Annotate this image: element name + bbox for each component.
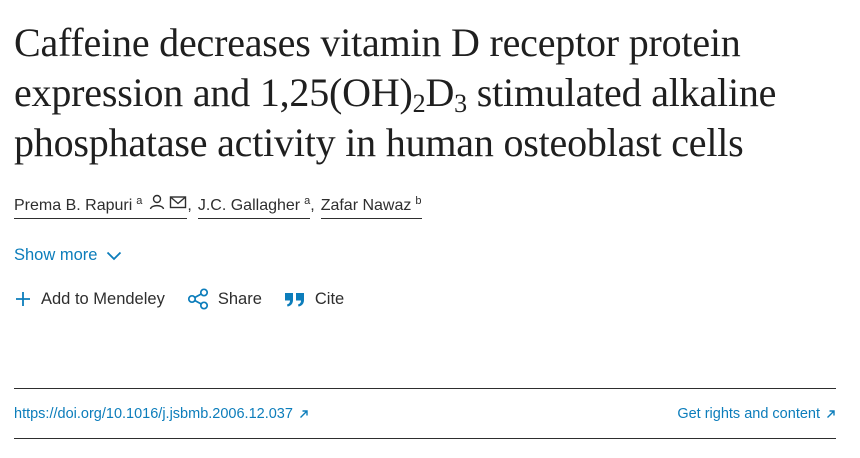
doi-link-label: https://doi.org/10.1016/j.jsbmb.2006.12.… [14, 405, 293, 422]
author-name: J.C. Gallagher [197, 197, 301, 214]
external-link-icon [299, 409, 308, 418]
add-to-mendeley-label: Add to Mendeley [41, 289, 165, 308]
cite-label: Cite [314, 289, 345, 308]
external-link-icon [827, 409, 835, 418]
author-list: Prema B. Rapuri a , J.C. Gallagher a , Z… [14, 194, 836, 219]
show-more-button[interactable]: Show more [14, 246, 122, 265]
title-text-part1: Caffeine decreases vitamin D receptor pr… [14, 20, 741, 115]
cite-button[interactable]: Cite [284, 290, 344, 309]
rights-and-content-label: Get rights and content [677, 405, 820, 422]
article-title: Caffeine decreases vitamin D receptor pr… [14, 18, 836, 168]
mail-icon [170, 196, 187, 209]
author-separator: , [187, 197, 192, 214]
title-subscript-1: 2 [412, 89, 426, 118]
author-link[interactable]: Zafar Nawaz b [320, 195, 422, 219]
person-icon [150, 194, 165, 210]
article-links-bar: https://doi.org/10.1016/j.jsbmb.2006.12.… [14, 388, 836, 439]
article-actions: Add to Mendeley Share Cite [14, 288, 836, 310]
author-link[interactable]: Prema B. Rapuri a [14, 194, 188, 219]
add-to-mendeley-button[interactable]: Add to Mendeley [14, 290, 165, 309]
author-name: Prema B. Rapuri [14, 197, 133, 214]
author-link[interactable]: J.C. Gallagher a [197, 195, 311, 219]
plus-icon [16, 292, 30, 306]
share-icon [187, 288, 208, 310]
title-text-part2: D [425, 70, 455, 115]
chevron-down-icon [107, 251, 122, 260]
author-separator: , [310, 197, 315, 214]
show-more-label: Show more [14, 246, 98, 264]
rights-and-content-link[interactable]: Get rights and content [677, 406, 836, 422]
title-subscript-2: 3 [454, 89, 467, 118]
article-header: Caffeine decreases vitamin D receptor pr… [14, 18, 836, 310]
title-text-part3: stimulated alkaline phosphatase activity… [14, 70, 777, 165]
share-label: Share [217, 289, 262, 308]
share-button[interactable]: Share [187, 288, 262, 310]
author-name: Zafar Nawaz [320, 197, 412, 214]
quote-icon [284, 293, 304, 307]
doi-link[interactable]: https://doi.org/10.1016/j.jsbmb.2006.12.… [14, 406, 309, 422]
